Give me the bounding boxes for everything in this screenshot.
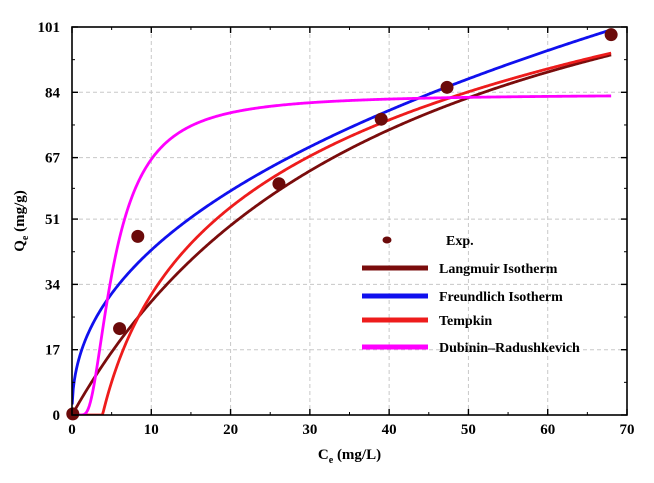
exp-point [113, 322, 127, 336]
exp-point [374, 112, 388, 126]
legend-label-exp: Exp. [446, 234, 474, 249]
x-axis-label: Ce (mg/L) [318, 447, 381, 466]
x-tick-label: 0 [68, 422, 76, 438]
model-curves [72, 28, 612, 415]
y-tick-label: 17 [45, 343, 61, 359]
y-tick-label: 67 [45, 151, 61, 167]
x-tick-label: 40 [382, 422, 397, 438]
exp-point [131, 229, 145, 243]
y-axis-label: Qe (mg/g) [12, 190, 31, 252]
exp-point [604, 28, 618, 42]
grid-lines [72, 27, 627, 415]
series-line-dr [72, 94, 612, 415]
y-tick-label: 84 [45, 85, 61, 101]
x-tick-label: 20 [223, 422, 238, 438]
series-line-freundlich [72, 28, 612, 405]
legend-label-tempkin: Tempkin [439, 314, 492, 329]
x-tick-label: 10 [144, 422, 159, 438]
x-tick-label: 50 [461, 422, 476, 438]
x-tick-label: 70 [620, 422, 635, 438]
x-tick-label: 30 [302, 422, 317, 438]
y-tick-label: 34 [45, 277, 61, 293]
legend-label-langmuir: Langmuir Isotherm [439, 262, 558, 277]
y-tick-label: 0 [53, 408, 61, 424]
series-line-langmuir [72, 53, 612, 415]
legend-label-dubinin: Dubinin–Radushkevich [439, 341, 580, 356]
y-tick-label: 51 [45, 212, 60, 228]
experimental-points [66, 28, 618, 421]
plot-frame [71, 26, 628, 416]
y-tick-label: 101 [38, 20, 61, 36]
exp-point [440, 80, 454, 94]
exp-point [272, 177, 286, 191]
x-tick-label: 60 [540, 422, 555, 438]
legend-marker-exp [382, 236, 392, 244]
axis-ticks: 0 10 20 30 40 50 60 70 0 17 34 51 67 84 101 [38, 20, 635, 438]
legend-label-freundlich: Freundlich Isotherm [439, 290, 563, 305]
legend: Exp. Langmuir Isotherm Freundlich Isothe… [362, 234, 580, 356]
series-line-tempkin [72, 51, 612, 415]
